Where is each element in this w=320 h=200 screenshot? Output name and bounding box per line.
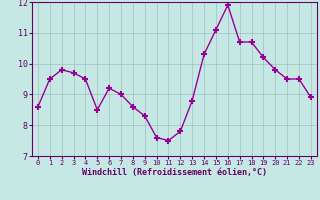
X-axis label: Windchill (Refroidissement éolien,°C): Windchill (Refroidissement éolien,°C) (82, 168, 267, 177)
